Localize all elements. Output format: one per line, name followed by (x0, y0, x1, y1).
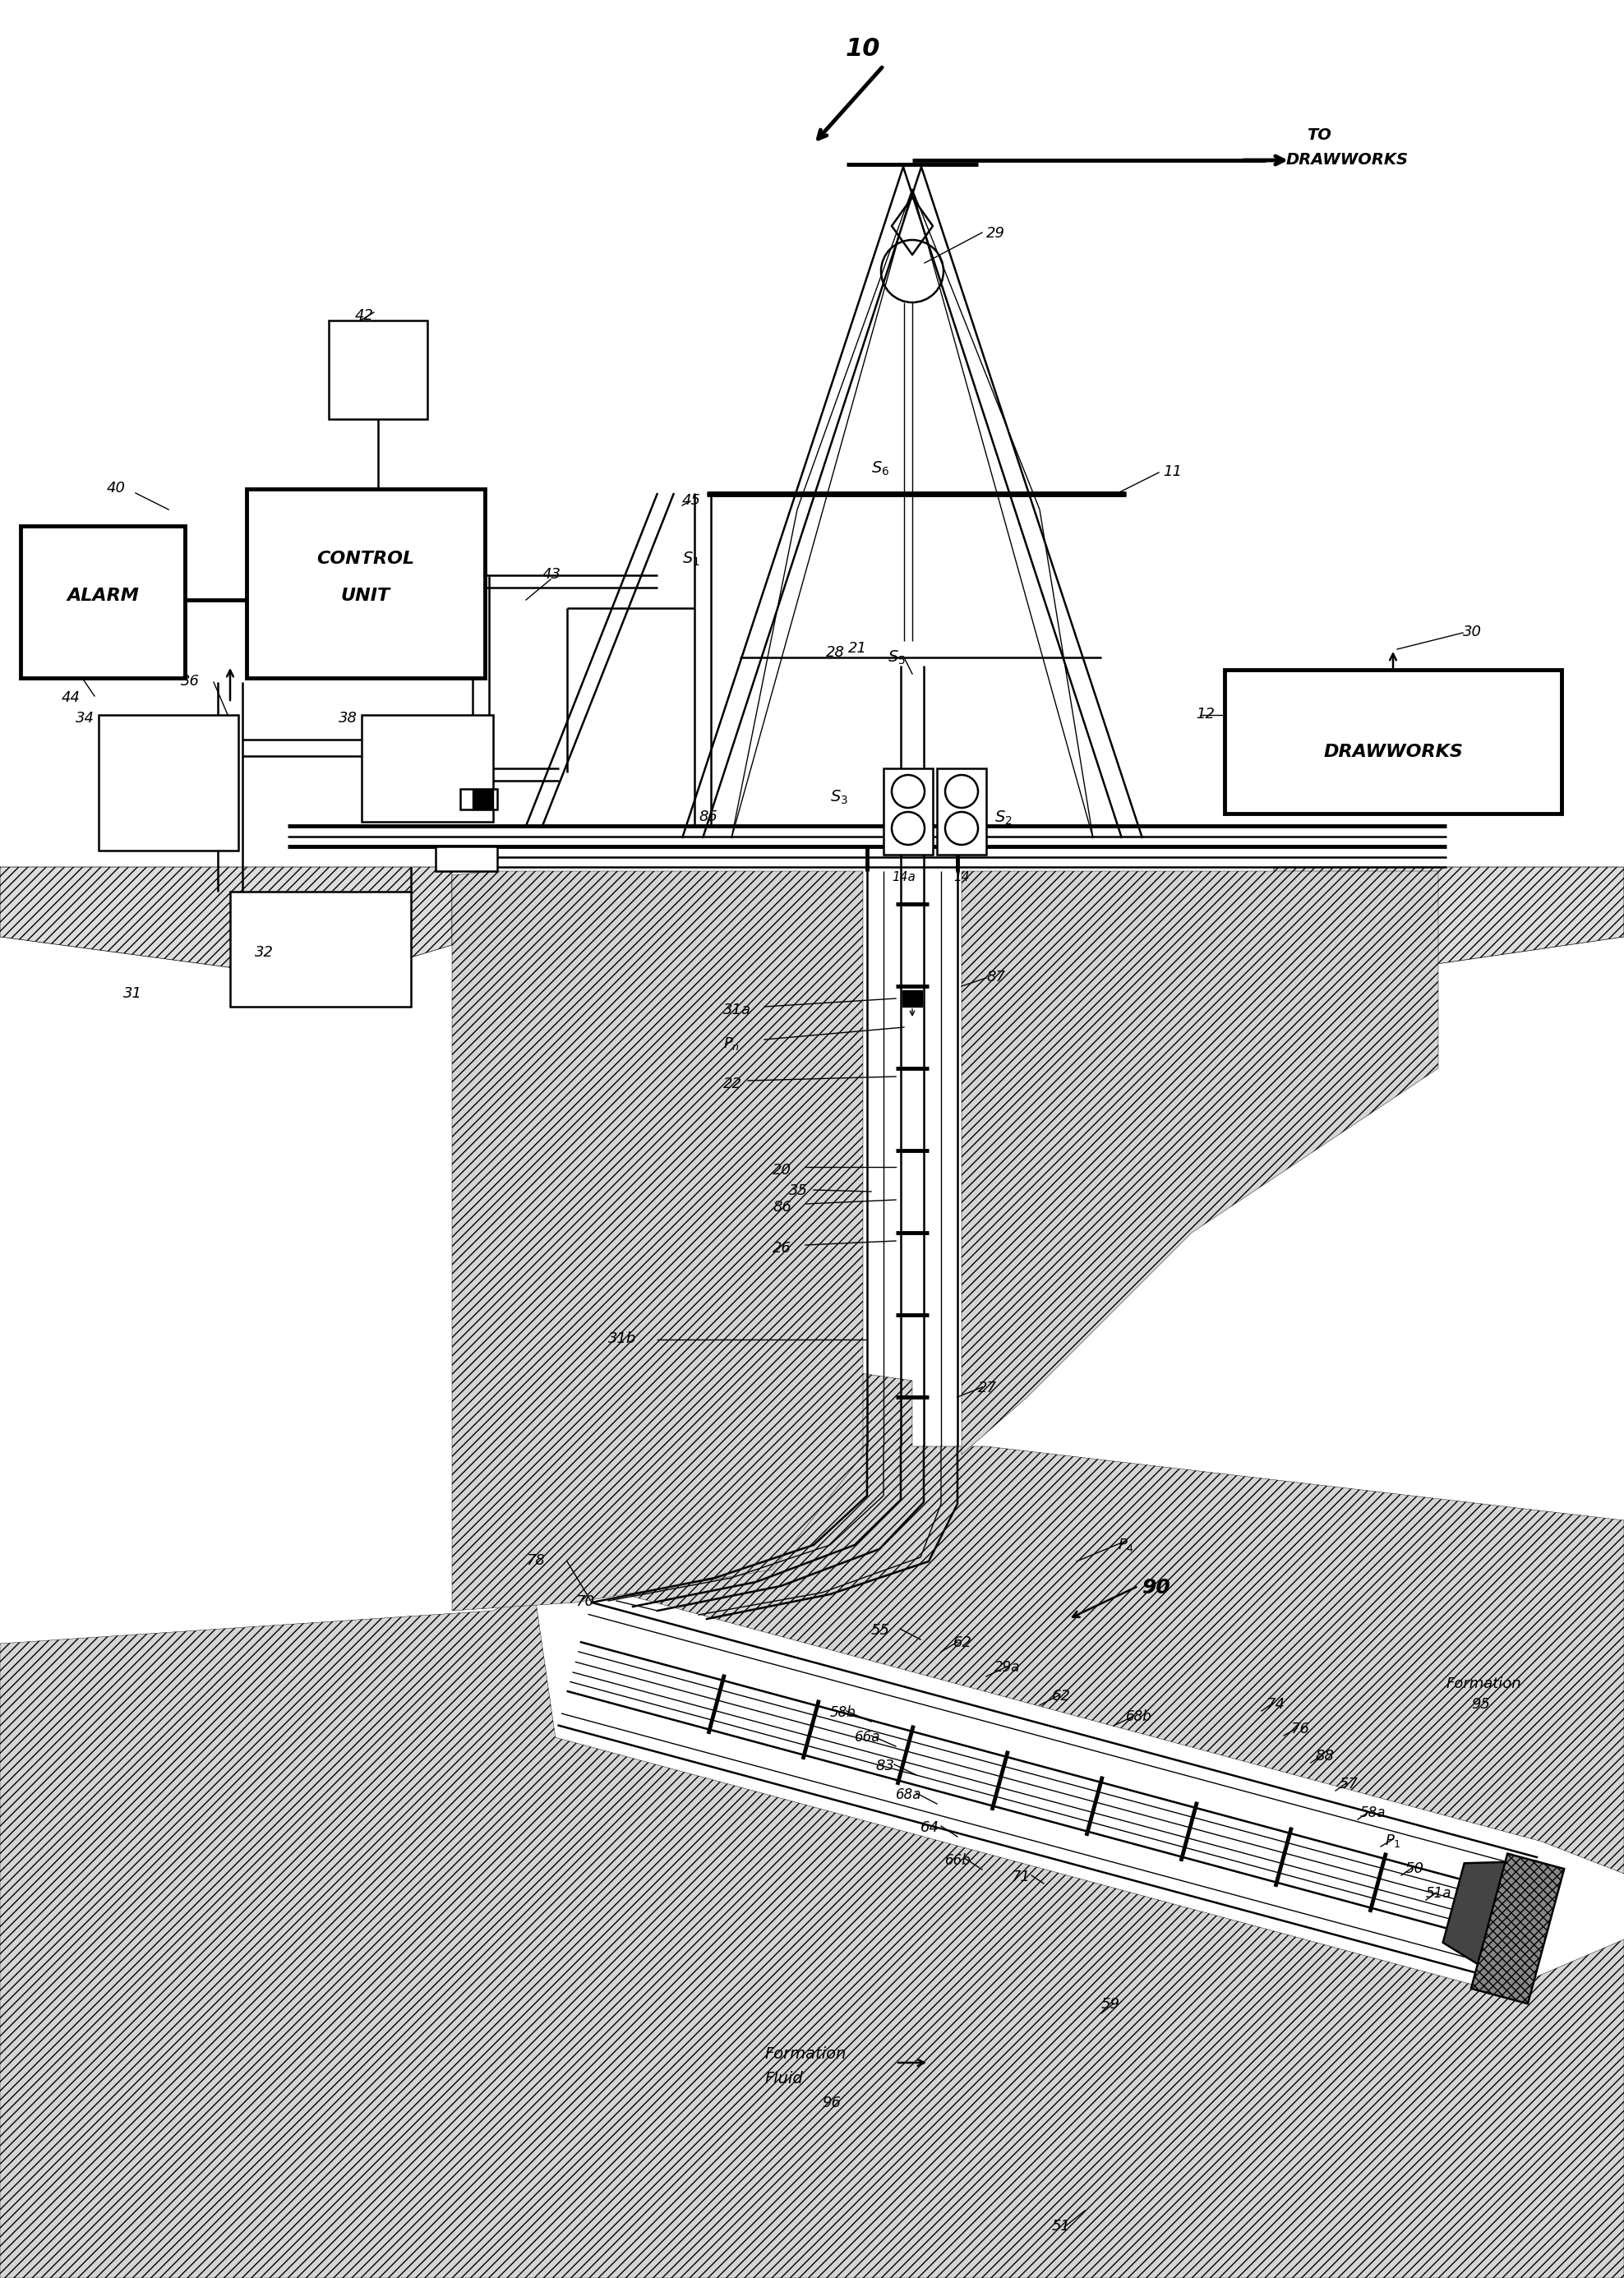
Text: TO: TO (1307, 128, 1332, 144)
Bar (435, 847, 497, 870)
Bar (247, 490, 486, 679)
Text: Formation: Formation (765, 2046, 846, 2062)
Text: $P_4$: $P_4$ (1117, 1538, 1134, 1554)
Text: 62: 62 (1052, 1688, 1070, 1704)
Text: 64: 64 (921, 1820, 939, 1836)
Text: 86: 86 (773, 1201, 791, 1214)
Polygon shape (1471, 1854, 1564, 2005)
Text: 31: 31 (123, 986, 143, 1000)
Bar (903, 991, 922, 1007)
Text: 43: 43 (542, 567, 562, 581)
Text: 71: 71 (1010, 1870, 1030, 1884)
Text: 28: 28 (827, 645, 844, 661)
Text: 21: 21 (848, 640, 867, 656)
Text: 74: 74 (1265, 1697, 1285, 1711)
Polygon shape (1273, 868, 1624, 970)
Text: 36: 36 (180, 674, 200, 688)
Polygon shape (0, 1590, 1624, 2278)
Text: $S_6$: $S_6$ (870, 460, 890, 478)
Text: 55: 55 (870, 1622, 890, 1638)
Text: 14a: 14a (892, 870, 916, 884)
Text: 40: 40 (107, 481, 125, 497)
Text: 66b: 66b (945, 1852, 971, 1868)
Bar (99, 715, 239, 850)
Bar (937, 768, 986, 854)
Polygon shape (961, 870, 1439, 1456)
Text: 12: 12 (1195, 706, 1215, 722)
Text: 44: 44 (62, 690, 81, 706)
Text: 42: 42 (356, 308, 374, 323)
Bar (460, 788, 497, 809)
Text: 68b: 68b (1125, 1708, 1151, 1724)
Bar (21, 526, 185, 679)
Text: Fluid: Fluid (765, 2071, 802, 2087)
Polygon shape (534, 1355, 1624, 1875)
Text: 50: 50 (1405, 1861, 1424, 1877)
Text: 68a: 68a (896, 1788, 922, 1802)
Text: DRAWWORKS: DRAWWORKS (1324, 743, 1463, 761)
Bar (231, 891, 411, 1007)
Text: 76: 76 (1291, 1722, 1309, 1736)
Text: 87: 87 (986, 970, 1005, 984)
Text: $S_5$: $S_5$ (888, 649, 906, 667)
Text: 30: 30 (1463, 624, 1481, 640)
Text: 51: 51 (1052, 2219, 1070, 2235)
Text: 83: 83 (875, 1759, 895, 1772)
Text: 78: 78 (526, 1554, 546, 1567)
Text: 29a: 29a (994, 1661, 1020, 1674)
Bar (883, 768, 932, 854)
Polygon shape (1442, 1861, 1536, 1980)
Text: $S_3$: $S_3$ (830, 788, 848, 806)
Text: $P_n$: $P_n$ (723, 1036, 739, 1052)
Text: CONTROL: CONTROL (317, 551, 414, 567)
Text: 35: 35 (789, 1182, 807, 1198)
Text: $S_1$: $S_1$ (682, 551, 700, 567)
Bar (473, 788, 494, 809)
Text: 32: 32 (255, 945, 274, 959)
Text: 26: 26 (773, 1242, 791, 1255)
Text: Formation: Formation (1447, 1677, 1522, 1690)
Text: 14: 14 (953, 870, 970, 884)
Text: 88: 88 (1315, 1750, 1333, 1763)
Text: 85: 85 (698, 809, 718, 825)
Text: 70: 70 (575, 1595, 594, 1608)
Text: 58b: 58b (830, 1706, 856, 1720)
Text: 66a: 66a (854, 1729, 880, 1745)
Text: 31b: 31b (607, 1330, 637, 1346)
Text: 59: 59 (1101, 1998, 1121, 2011)
Polygon shape (451, 870, 862, 1611)
Text: DRAWWORKS: DRAWWORKS (1286, 153, 1408, 169)
Text: 22: 22 (723, 1077, 742, 1091)
Text: $P_1$: $P_1$ (1385, 1832, 1402, 1850)
Text: 96: 96 (822, 2096, 841, 2109)
Text: 34: 34 (76, 711, 94, 727)
Text: 27: 27 (978, 1380, 997, 1396)
Bar (362, 715, 494, 822)
Text: 90: 90 (1142, 1579, 1171, 1597)
Bar (1224, 670, 1562, 813)
Polygon shape (0, 868, 451, 970)
Text: 31a: 31a (723, 1002, 752, 1018)
Text: 57: 57 (1340, 1777, 1359, 1791)
Text: 38: 38 (339, 711, 357, 727)
Text: 20: 20 (773, 1162, 791, 1178)
Text: 58a: 58a (1361, 1806, 1385, 1820)
Bar (328, 321, 427, 419)
Text: 10: 10 (846, 36, 880, 62)
Text: UNIT: UNIT (341, 588, 390, 604)
Text: 11: 11 (1163, 465, 1182, 478)
Text: ALARM: ALARM (67, 588, 138, 604)
Text: 62: 62 (953, 1636, 973, 1649)
Text: 51a: 51a (1426, 1886, 1452, 1900)
Text: 45: 45 (682, 492, 702, 508)
Text: $S_2$: $S_2$ (994, 809, 1012, 827)
Text: 95: 95 (1471, 1697, 1491, 1711)
Text: 29: 29 (986, 226, 1005, 241)
